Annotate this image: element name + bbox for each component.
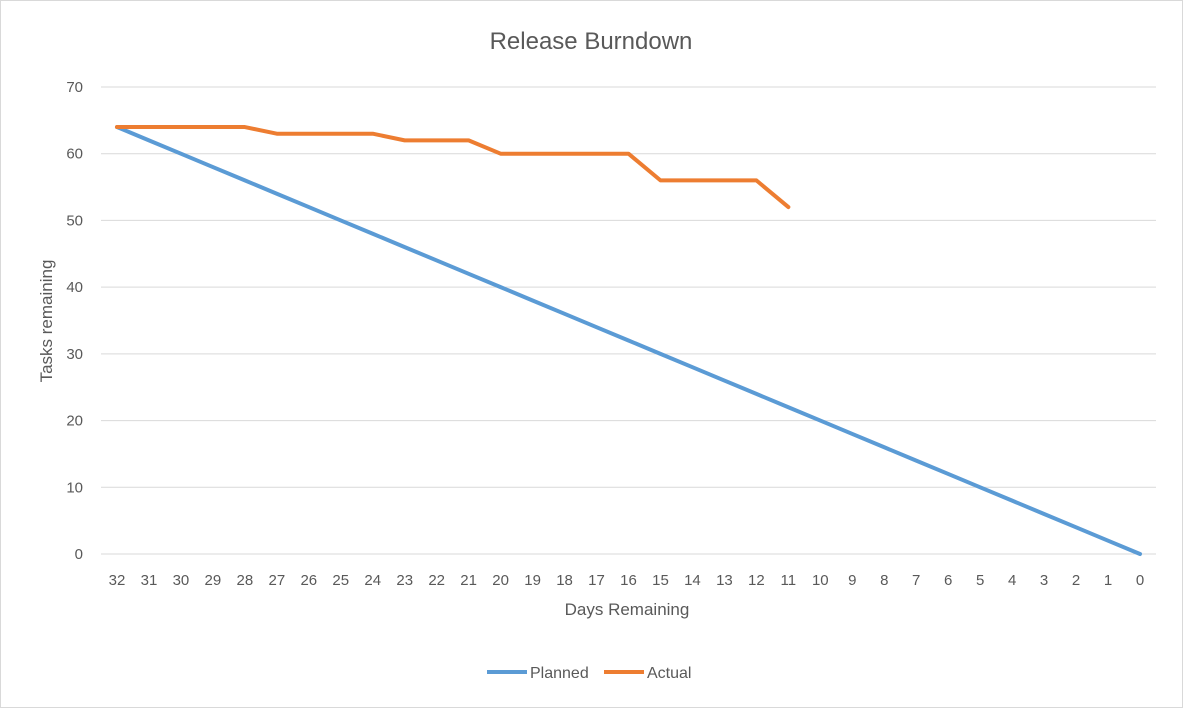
x-tick-label: 26 <box>300 572 317 589</box>
x-tick-label: 8 <box>880 572 888 589</box>
series-lines <box>114 125 1143 556</box>
x-tick-label: 1 <box>1104 572 1112 589</box>
y-tick-label: 0 <box>75 546 83 563</box>
x-tick-label: 14 <box>684 572 701 589</box>
x-tick-label: 18 <box>556 572 573 589</box>
y-axis-ticks: 0 10 20 30 40 50 60 70 <box>66 79 83 563</box>
x-tick-label: 7 <box>912 572 920 589</box>
x-tick-label: 19 <box>524 572 541 589</box>
x-tick-label: 11 <box>781 572 797 589</box>
x-tick-label: 23 <box>396 572 413 589</box>
y-tick-label: 20 <box>66 413 83 430</box>
x-tick-label: 4 <box>1008 572 1016 589</box>
x-tick-label: 3 <box>1040 572 1048 589</box>
x-tick-label: 12 <box>748 572 765 589</box>
y-tick-label: 60 <box>66 146 83 163</box>
x-tick-label: 22 <box>428 572 445 589</box>
y-tick-label: 10 <box>66 479 83 496</box>
x-tick-label: 21 <box>460 572 477 589</box>
x-tick-label: 13 <box>716 572 733 589</box>
x-tick-label: 30 <box>173 572 190 589</box>
x-tick-label: 10 <box>812 572 829 589</box>
x-tick-label: 6 <box>944 572 952 589</box>
y-tick-label: 40 <box>66 279 83 296</box>
x-tick-label: 28 <box>237 572 254 589</box>
x-tick-label: 24 <box>364 572 381 589</box>
series-line-actual <box>114 125 791 210</box>
x-axis-title: Days Remaining <box>565 600 690 619</box>
legend-label-planned: Planned <box>530 665 589 682</box>
x-tick-label: 0 <box>1136 572 1144 589</box>
x-tick-label: 25 <box>332 572 349 589</box>
x-tick-label: 17 <box>588 572 605 589</box>
x-tick-label: 9 <box>848 572 856 589</box>
y-tick-label: 50 <box>66 212 83 229</box>
x-tick-label: 16 <box>620 572 637 589</box>
x-axis-ticks: 32 31 30 29 28 27 26 25 24 23 22 21 20 19 18 17 16 15 14 13… <box>109 572 1145 589</box>
x-tick-label: 2 <box>1072 572 1080 589</box>
x-tick-label: 27 <box>268 572 285 589</box>
x-tick-label: 31 <box>141 572 158 589</box>
legend: Planned Actual <box>487 665 691 682</box>
y-tick-label: 70 <box>66 79 83 96</box>
y-axis-title: Tasks remaining <box>37 260 56 383</box>
x-tick-label: 32 <box>109 572 126 589</box>
chart-title: Release Burndown <box>490 28 693 55</box>
x-tick-label: 15 <box>652 572 669 589</box>
x-tick-label: 20 <box>492 572 509 589</box>
legend-label-actual: Actual <box>647 665 691 682</box>
series-line-planned <box>114 125 1143 556</box>
y-tick-label: 30 <box>66 346 83 363</box>
x-tick-label: 5 <box>976 572 984 589</box>
x-tick-label: 29 <box>205 572 222 589</box>
gridlines <box>101 86 1156 555</box>
